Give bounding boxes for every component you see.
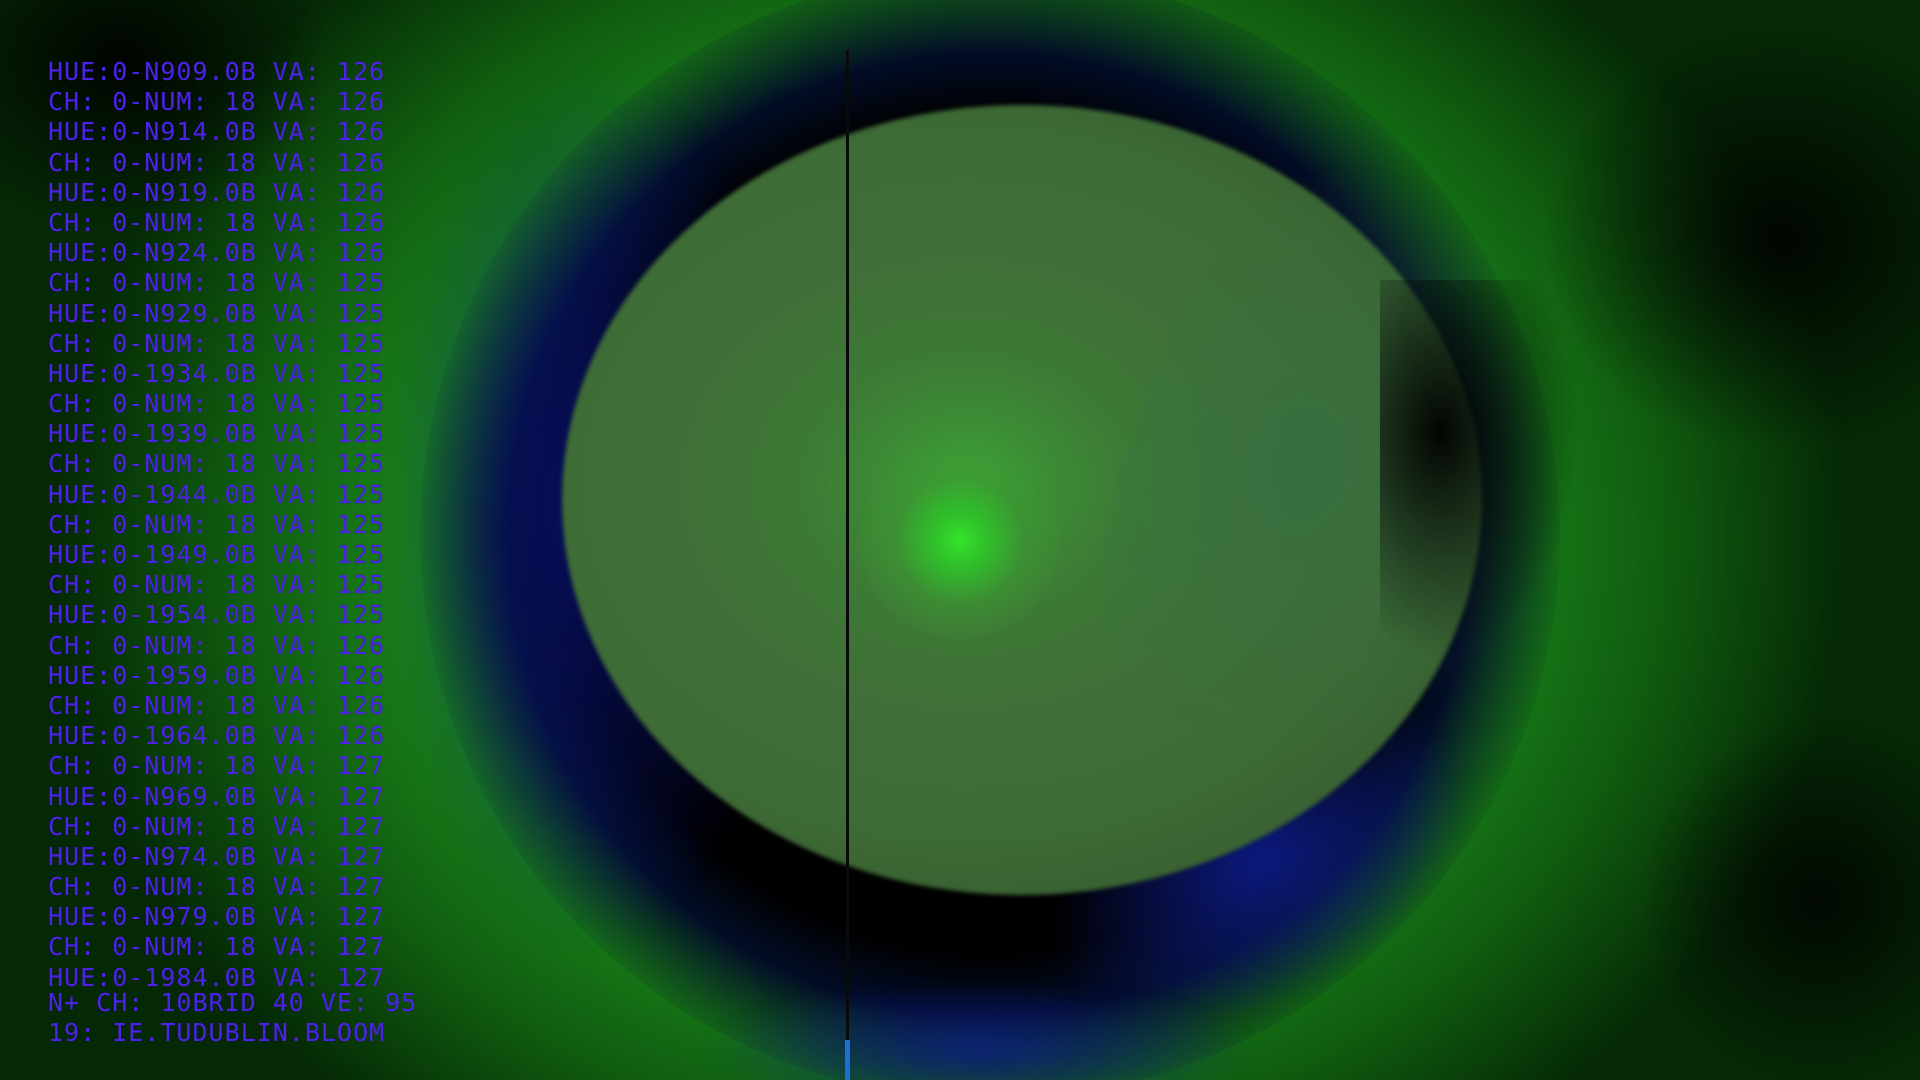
readout-line: HUE:0-1934.0B VA: 125: [48, 358, 386, 388]
readout-line: CH: 0-NUM: 18 VA: 127: [48, 751, 386, 781]
readout-line: CH: 0-NUM: 18 VA: 125: [48, 389, 386, 419]
readout-line: CH: 0-NUM: 18 VA: 126: [48, 690, 386, 720]
readout-footer-preset: 19: IE.TUDUBLIN.BLOOM: [48, 1018, 386, 1047]
readout-line: CH: 0-NUM: 18 VA: 127: [48, 872, 386, 902]
readout-line: CH: 0-NUM: 18 VA: 125: [48, 268, 386, 298]
center-glow: [860, 440, 1060, 640]
readout-line: CH: 0-NUM: 18 VA: 125: [48, 328, 386, 358]
readout-line: HUE:0-1959.0B VA: 126: [48, 660, 386, 690]
readout-line: CH: 0-NUM: 18 VA: 126: [48, 630, 386, 660]
readout-line: CH: 0-NUM: 18 VA: 127: [48, 932, 386, 962]
readout-line: HUE:0-N924.0B VA: 126: [48, 238, 386, 268]
readout-line: HUE:0-N969.0B VA: 127: [48, 781, 386, 811]
readout-line: HUE:0-1949.0B VA: 125: [48, 540, 386, 569]
readout-line: CH: 0-NUM: 18 VA: 126: [48, 147, 386, 177]
cursor-tip[interactable]: [845, 1040, 850, 1080]
readout-line: HUE:0-N979.0B VA: 127: [48, 902, 386, 932]
readout-line: CH: 0-NUM: 18 VA: 125: [48, 509, 386, 539]
disc-shadow: [1380, 280, 1580, 660]
readout-line: HUE:0-N919.0B VA: 126: [48, 177, 386, 207]
readout-line: CH: 0-NUM: 18 VA: 125: [48, 449, 386, 479]
readout-line: CH: 0-NUM: 18 VA: 127: [48, 811, 386, 841]
readout-line: CH: 0-NUM: 18 VA: 126: [48, 207, 386, 237]
parameter-readout: HUE:0-N909.0B VA: 126 CH: 0-NUM: 18 VA: 1…: [48, 57, 385, 993]
readout-line: HUE:0-N909.0B VA: 126: [48, 57, 386, 86]
readout-line: HUE:0-1939.0B VA: 125: [48, 419, 386, 449]
readout-line: HUE:0-1964.0B VA: 126: [48, 721, 386, 751]
readout-line: CH: 0-NUM: 18 VA: 125: [48, 570, 386, 600]
readout-footer-status: N+ CH: 10BRID 40 VE: 95: [48, 988, 418, 1017]
readout-line: HUE:0-N974.0B VA: 127: [48, 841, 386, 871]
readout-line: HUE:0-1954.0B VA: 125: [48, 600, 386, 630]
readout-line: HUE:0-N914.0B VA: 126: [48, 117, 386, 147]
readout-line: HUE:0-N929.0B VA: 125: [48, 298, 386, 328]
readout-line: HUE:0-1984.0B VA: 127: [48, 962, 386, 992]
cursor-line: [846, 50, 849, 1080]
readout-line: HUE:0-1944.0B VA: 125: [48, 479, 386, 509]
readout-line: CH: 0-NUM: 18 VA: 126: [48, 87, 386, 117]
